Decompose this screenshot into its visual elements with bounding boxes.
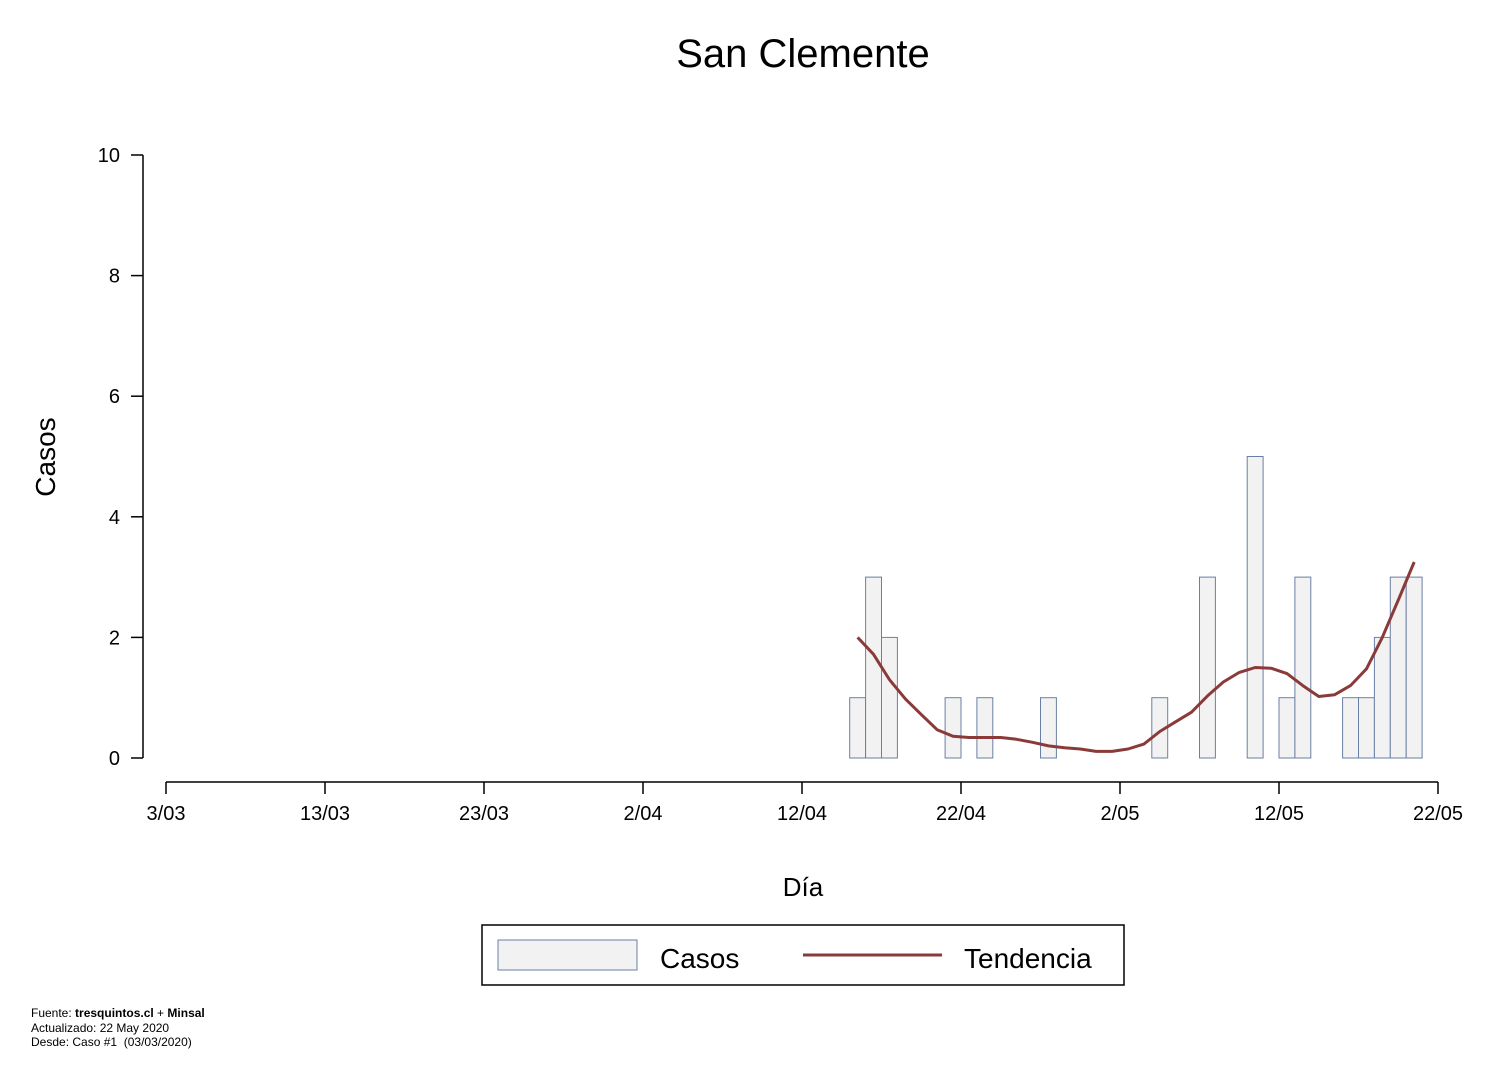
y-tick-label: 4: [109, 507, 120, 529]
x-tick-label: 13/03: [300, 803, 350, 825]
bar: [1199, 576, 1216, 759]
legend-label-tendencia: Tendencia: [964, 943, 1092, 974]
footer: Fuente: tresquintos.cl + Minsal Actualiz…: [31, 1006, 205, 1050]
x-axis: 3/03 13/03 23/03 2/04 12/04 22/04 2/05 12/05 22/…: [147, 781, 1463, 825]
trend-layer: [856, 561, 1416, 753]
bar: [1405, 576, 1423, 759]
legend-swatch-casos: [497, 939, 638, 971]
y-tick-label: 10: [98, 145, 120, 167]
x-axis-label: Día: [783, 872, 824, 902]
bar: [1278, 697, 1296, 759]
footer-since: Desde: Caso #1 (03/03/2020): [31, 1035, 192, 1049]
legend-label-casos: Casos: [660, 943, 739, 974]
x-tick-label: 3/03: [147, 803, 186, 825]
footer-source: Fuente: tresquintos.cl + Minsal: [31, 1006, 205, 1021]
y-axis-label: Casos: [30, 417, 61, 496]
x-tick-label: 2/05: [1101, 803, 1140, 825]
y-tick-label: 6: [109, 386, 120, 408]
footer-updated: Actualizado: 22 May 2020: [31, 1020, 170, 1035]
bars-layer: [849, 456, 1423, 759]
x-tick-label: 23/03: [459, 803, 509, 825]
bar: [944, 697, 962, 759]
x-tick-label: 12/04: [777, 803, 827, 825]
footer-source-org: Minsal: [167, 1006, 205, 1020]
footer-source-join: +: [153, 1006, 168, 1020]
y-tick-label: 8: [109, 266, 120, 288]
x-tick-label: 12/05: [1254, 803, 1304, 825]
bar: [881, 636, 898, 759]
x-tick-label: 22/05: [1413, 803, 1463, 825]
bar: [976, 697, 994, 759]
y-axis: 0 2 4 6 8 10: [98, 145, 144, 770]
bar: [1294, 576, 1312, 759]
bar: [1040, 697, 1057, 759]
bar: [1389, 576, 1407, 759]
x-tick-label: 2/04: [624, 803, 663, 825]
trend-line: [856, 561, 1416, 753]
y-tick-label: 2: [109, 627, 120, 649]
footer-source-site: tresquintos.cl: [75, 1006, 154, 1020]
legend: Casos Tendencia: [481, 924, 1125, 986]
bar: [865, 576, 882, 759]
x-tick-label: 22/04: [936, 803, 986, 825]
bar: [1246, 456, 1264, 759]
bar: [1358, 697, 1375, 759]
bar: [1373, 636, 1391, 759]
chart-title: San Clemente: [676, 32, 929, 76]
y-tick-label: 0: [109, 748, 120, 770]
bar: [1342, 697, 1359, 759]
footer-source-prefix: Fuente:: [31, 1006, 76, 1020]
bar: [849, 697, 867, 759]
